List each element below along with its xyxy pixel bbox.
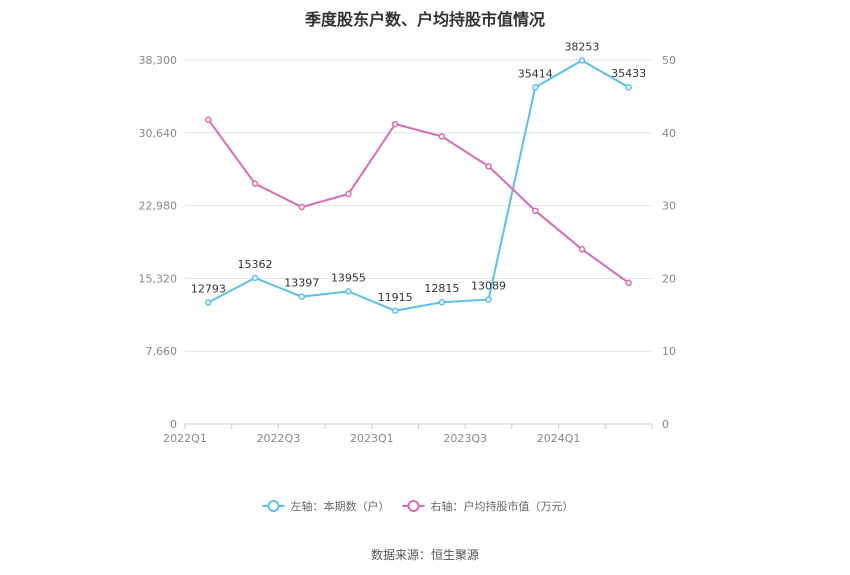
data-label: 35414 — [518, 67, 553, 80]
left-axis-tick-label: 38,300 — [139, 54, 178, 67]
data-point — [205, 299, 212, 306]
right-axis-tick-label: 30 — [662, 200, 676, 213]
data-label: 12793 — [191, 282, 226, 295]
data-point — [625, 279, 632, 287]
data-label: 13955 — [331, 271, 366, 284]
left-axis-tick-label: 22,980 — [139, 200, 178, 213]
data-point — [251, 180, 259, 188]
right-axis-tick-label: 40 — [662, 127, 676, 140]
data-label: 15362 — [238, 258, 273, 271]
data-label: 13397 — [284, 277, 319, 290]
legend-symbol-marker — [267, 500, 280, 512]
x-axis-tick-label: 2024Q1 — [537, 432, 581, 445]
data-point — [391, 307, 399, 315]
data-point — [485, 296, 492, 303]
legend-label: 右轴：户均持股市值（万元） — [431, 499, 574, 513]
data-point — [578, 57, 586, 64]
data-point — [438, 133, 446, 140]
data-point — [298, 203, 305, 211]
data-label: 38253 — [564, 40, 599, 53]
data-point — [578, 246, 586, 253]
data-point — [345, 288, 352, 295]
series-line-shareholder-count — [207, 59, 630, 312]
right-axis-tick-label: 0 — [662, 418, 669, 431]
x-axis-tick-label: 2022Q3 — [257, 432, 301, 445]
right-axis-tick-label: 50 — [662, 54, 676, 67]
series-line-avg-holding-value — [207, 119, 630, 284]
left-axis-tick-label: 7,660 — [146, 345, 178, 358]
data-point — [532, 84, 539, 91]
data-label: 13089 — [471, 280, 506, 293]
data-point — [438, 298, 446, 306]
data-point — [298, 293, 305, 300]
data-point — [532, 207, 539, 214]
data-label: 35433 — [611, 67, 646, 80]
right-axis-tick-label: 10 — [662, 345, 676, 358]
left-axis-tick-label: 0 — [170, 418, 177, 431]
left-axis-tick-label: 30,640 — [139, 127, 178, 140]
x-axis-tick-label: 2023Q3 — [443, 432, 487, 445]
data-label: 12815 — [424, 282, 459, 295]
data-point — [625, 83, 632, 91]
legend-label: 左轴：本期数（户） — [291, 499, 390, 513]
left-axis-tick-label: 15,320 — [139, 272, 178, 285]
legend-symbol-marker — [407, 500, 420, 512]
right-axis-tick-label: 20 — [662, 272, 676, 285]
data-point — [205, 116, 212, 123]
x-axis-tick-label: 2023Q1 — [350, 432, 394, 445]
data-label: 11915 — [378, 291, 413, 304]
data-point — [485, 163, 492, 170]
data-point — [391, 120, 399, 128]
data-source: 数据来源：恒生聚源 — [370, 548, 479, 562]
chart-title: 季度股东户数、户均持股市值情况 — [304, 10, 545, 29]
data-point — [251, 274, 259, 282]
data-point — [345, 190, 352, 198]
x-axis-tick-label: 2022Q1 — [163, 432, 207, 445]
